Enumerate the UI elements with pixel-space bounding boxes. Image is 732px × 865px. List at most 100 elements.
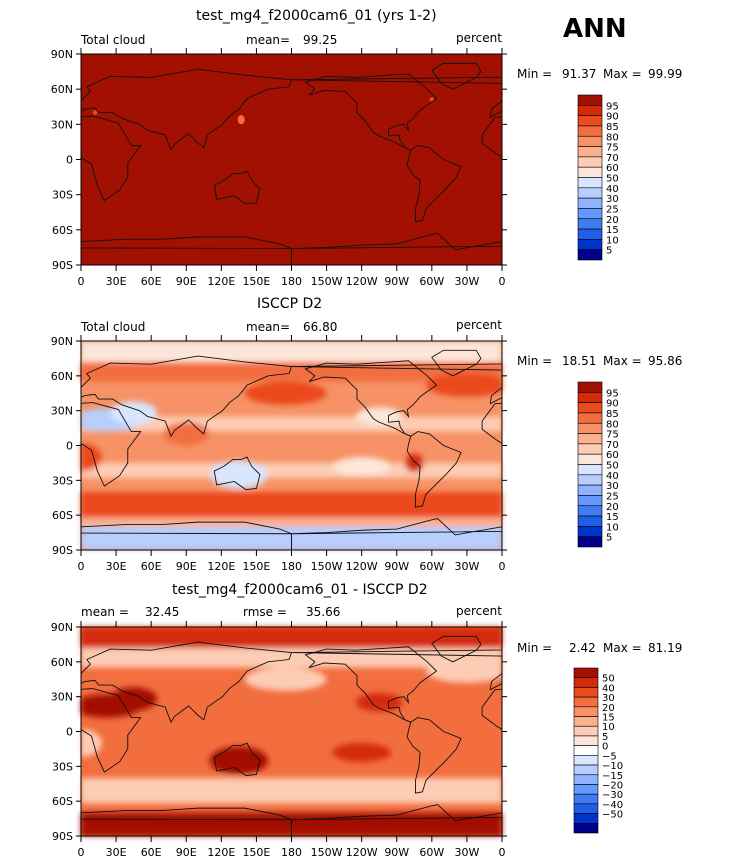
coastline-samerica-3-0: [406, 717, 462, 794]
axes-panel-1: 90N 60N 30N 0 30S 60S 90S 0 30E 60E 90E 120E 150E 180…: [51, 48, 507, 288]
panel2-lon-label-0: 0: [78, 560, 85, 573]
coastline-eurasia-2-0: [81, 355, 293, 438]
coastline-antarctica-1-1: [291, 232, 502, 265]
panel3-mean-label: mean =: [81, 605, 129, 619]
map-panel-3: [81, 627, 502, 836]
panel3-lon-label-1: 30E: [106, 846, 127, 859]
colorbar-2-bin-7: [577, 453, 603, 465]
colorbar-2-bin-1: [577, 392, 603, 403]
colorbar-3-bin-3: [573, 696, 599, 708]
colorbar-3-bin-9: [573, 755, 599, 766]
colorbar-2-label-14: 5: [606, 533, 612, 544]
panel2-lon-label-12: 0: [499, 560, 506, 573]
panel1-lon-label-0: 0: [78, 275, 85, 288]
colorbar-3-label-8: −5: [602, 751, 617, 762]
panel2-min-value: 18.51: [562, 354, 597, 368]
panel1-lat-label-3: 0: [66, 154, 73, 167]
colorbar-1-label-0: 95: [606, 101, 619, 112]
colorbar-3-label-4: 15: [602, 713, 615, 724]
panel1-lon-label-6: 180: [281, 275, 302, 288]
panel3-lon-label-11: 30W: [454, 846, 479, 859]
colorbar-2-bin-8: [577, 464, 603, 476]
panel3-max-value: 81.19: [648, 641, 683, 655]
panel3-rmse-label: rmse =: [243, 605, 287, 619]
coastline-greenland-1-0: [431, 62, 482, 90]
colorbar-1-bin-12: [577, 218, 603, 230]
coastline-africa-1-0: [81, 115, 142, 202]
colorbar-3-bin-15: [573, 813, 599, 824]
panel3-north-storm: [81, 647, 502, 668]
colorbar-3-label-2: 30: [602, 693, 615, 704]
coastline-eurasia-1-0: [81, 68, 293, 152]
panel2-lon-label-10: 60W: [419, 560, 444, 573]
map-panel-2: [81, 341, 502, 550]
panel1-mean-value: 99.25: [303, 33, 338, 47]
panel1-mean-label: mean=: [246, 33, 291, 47]
panel2-mexico: [355, 407, 403, 426]
panel1-lat-label-0: 90N: [51, 48, 73, 61]
panel2-lat-label-1: 60N: [51, 370, 73, 383]
panel3-lat-label-5: 60S: [52, 795, 73, 808]
colorbar-3-bin-7: [573, 735, 599, 746]
colorbar-2-bin-15: [577, 536, 603, 548]
panel2-lon-label-2: 60E: [141, 560, 162, 573]
panel1-lon-label-1: 30E: [106, 275, 127, 288]
colorbar-2-label-6: 60: [606, 450, 619, 461]
panel2-lon-label-5: 150E: [242, 560, 270, 573]
panel2-lat-label-3: 0: [66, 440, 73, 453]
colorbar-1-label-4: 75: [606, 143, 619, 154]
panel2-lon-label-9: 90W: [384, 560, 409, 573]
panel3-lat-label-3: 0: [66, 726, 73, 739]
colorbar-1-bin-3: [577, 125, 603, 137]
colorbar-3-label-9: −10: [602, 761, 623, 772]
colorbar-3-label-3: 20: [602, 703, 615, 714]
panel2-subtrop-s: [81, 462, 502, 479]
panel3-lat-label-2: 30N: [51, 691, 73, 704]
panel3-lon-label-10: 60W: [419, 846, 444, 859]
panel3-lon-label-7: 150W: [311, 846, 343, 859]
panel2-mean-label: mean=: [246, 320, 291, 334]
panel3-lon-label-0: 0: [78, 846, 85, 859]
panel2-npacific: [244, 381, 327, 405]
colorbar-2-label-12: 15: [606, 512, 619, 523]
panel3-lon-label-3: 90E: [176, 846, 197, 859]
colorbar-3-bin-6: [573, 725, 599, 737]
colorbar-3-bin-5: [573, 716, 599, 727]
colorbar-3-label-5: 10: [602, 722, 615, 733]
coastline-greenland-3-0: [431, 635, 482, 663]
colorbar-1-bin-6: [577, 156, 603, 168]
panel3-lon-label-2: 60E: [141, 846, 162, 859]
panel3-max-label: Max =: [603, 641, 642, 655]
panel1-lon-label-5: 150E: [242, 275, 270, 288]
colorbar-3-bin-2: [573, 687, 599, 698]
colorbar-1-label-12: 15: [606, 225, 619, 236]
colorbar-3-bin-13: [573, 793, 599, 805]
colorbar-2-bin-3: [577, 412, 603, 424]
colorbar-1-bin-5: [577, 146, 603, 158]
panel2-mean-value: 66.80: [303, 320, 338, 334]
panel2-max-value: 95.86: [648, 354, 683, 368]
panel1-units: percent: [456, 31, 502, 45]
panel1-spot-japan: [237, 114, 245, 125]
panel2-arabia: [110, 401, 158, 425]
colorbar-2-bin-5: [577, 433, 603, 445]
colorbar-2-label-4: 75: [606, 430, 619, 441]
panel3-sepacific: [332, 743, 391, 762]
colorbar-2-label-11: 20: [606, 502, 619, 513]
panel2-units: percent: [456, 318, 502, 332]
colorbar-2-bin-11: [577, 495, 603, 507]
colorbar-3-bin-10: [573, 764, 599, 776]
colorbar-2-label-8: 40: [606, 471, 619, 482]
panel1-lon-label-8: 120W: [346, 275, 378, 288]
panel1-min-label: Min =: [517, 67, 553, 81]
panel2-field-label: Total cloud: [81, 320, 146, 334]
coastline-australia-3-0: [213, 742, 261, 777]
colorbar-2-label-2: 85: [606, 409, 619, 420]
colorbar-3-bin-1: [573, 677, 599, 688]
panel1-min-value: 91.37: [562, 67, 597, 81]
coastline-australia-2-0: [213, 456, 261, 491]
colorbar-1-label-6: 60: [606, 163, 619, 174]
panel3-title: test_mg4_f2000cam6_01 - ISCCP D2: [172, 582, 428, 598]
panel2-lon-label-6: 180: [281, 560, 302, 573]
colorbar-1-label-9: 30: [606, 194, 619, 205]
